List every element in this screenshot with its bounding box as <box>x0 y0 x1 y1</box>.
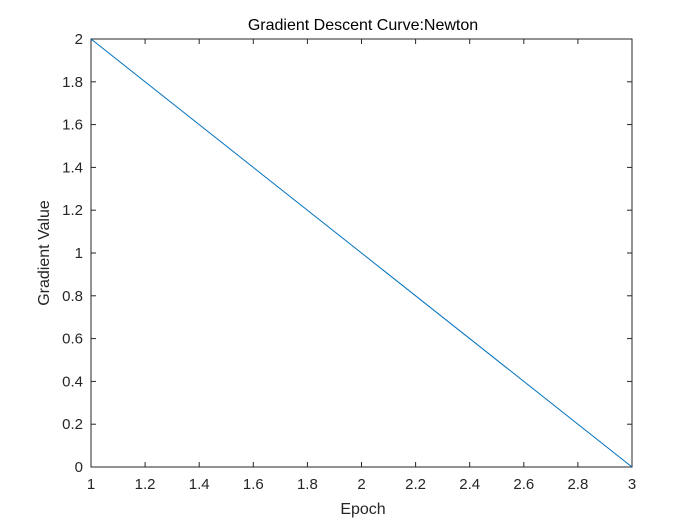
y-tick-label: 1.2 <box>62 202 83 219</box>
y-tick-label: 0.8 <box>62 288 83 305</box>
x-tick-label: 2.8 <box>567 476 588 493</box>
x-tick-label: 1.6 <box>243 476 264 493</box>
x-tick-label: 2.2 <box>405 476 426 493</box>
y-tick-label: 0.2 <box>62 416 83 433</box>
x-tick-label: 2 <box>357 476 365 493</box>
y-tick-label: 1.4 <box>62 159 83 176</box>
x-tick-label: 1.8 <box>297 476 318 493</box>
y-axis-label: Gradient Value <box>36 200 53 306</box>
y-tick-label: 1.6 <box>62 117 83 134</box>
x-tick-label: 2.6 <box>513 476 534 493</box>
series-line <box>90 38 633 468</box>
x-tick-label: 3 <box>628 476 636 493</box>
y-tick-label: 2 <box>75 31 83 48</box>
x-axis-ticks: 1 1.2 1.4 1.6 1.8 2 2.2 2.4 2.6 2.8 3 <box>87 39 636 493</box>
y-tick-label: 0 <box>75 459 83 476</box>
x-tick-label: 1.4 <box>189 476 210 493</box>
y-tick-label: 0.6 <box>62 331 83 348</box>
y-tick-label: 0.4 <box>62 373 83 390</box>
y-tick-label: 1.8 <box>62 74 83 91</box>
y-axis-ticks: 0 0.2 0.4 0.6 0.8 1 1.2 1.4 1.6 1.8 2 <box>62 31 632 476</box>
x-axis-label: Epoch <box>340 501 385 518</box>
x-tick-label: 2.4 <box>459 476 480 493</box>
chart-title: Gradient Descent Curve:Newton <box>248 17 478 34</box>
series-layer <box>90 38 633 468</box>
x-tick-label: 1.2 <box>135 476 156 493</box>
x-tick-label: 1 <box>87 476 95 493</box>
y-tick-label: 1 <box>75 245 83 262</box>
